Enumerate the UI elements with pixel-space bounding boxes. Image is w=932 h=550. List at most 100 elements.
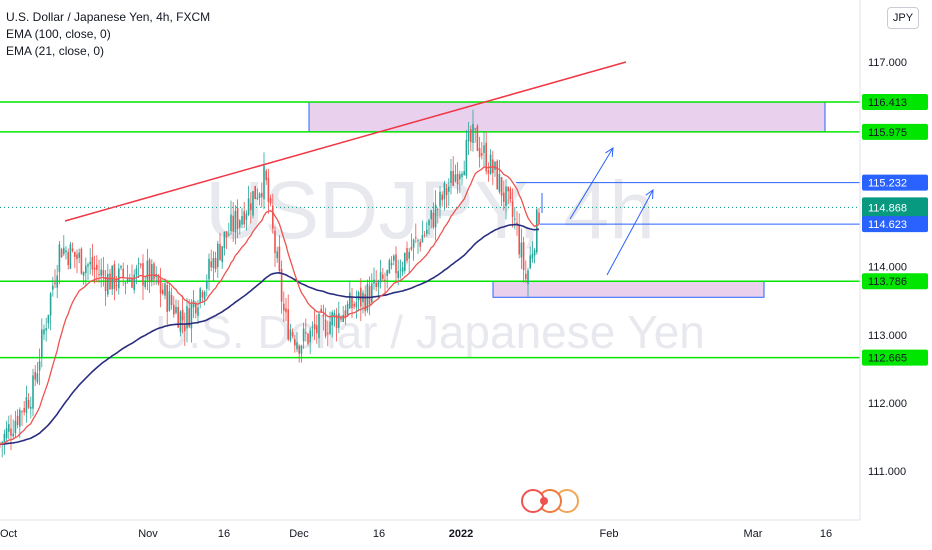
candle-body [406,248,408,261]
candle-body [296,342,298,350]
candle-body [56,275,58,288]
price-tick-label: 112.000 [868,398,907,410]
candle-body [327,332,329,335]
candle-body [349,292,351,309]
time-tick-label: Feb [600,528,619,540]
candle-body [126,278,129,283]
candle-body [536,209,538,253]
candle-body [232,215,234,232]
candle-body [151,264,153,282]
candle-body [305,332,307,334]
candle-body [38,361,41,371]
price-label-bg [862,216,928,233]
time-tick-label: Mar [744,528,763,540]
candle-body [21,411,23,413]
currency-button[interactable]: JPY [887,7,919,29]
watermark-name: U.S. Dollar / Japanese Yen [155,306,705,358]
candle-body [63,247,65,255]
candle-body [300,345,303,354]
candle-body [140,264,142,266]
price-tick-label: 117.000 [868,57,907,69]
candle-body [384,279,386,281]
candle-body [258,193,261,198]
candle-body [307,333,309,344]
candle-body [203,291,206,300]
candle-body [283,303,285,311]
candle-body [538,212,540,225]
candle-body [5,428,8,439]
candle-body [467,132,470,142]
candle-body [69,244,72,269]
legend-ema-21[interactable]: EMA (21, close, 0) [6,44,105,58]
candle-body [8,424,10,432]
time-tick-label: 2022 [449,528,473,540]
candle-body [177,307,179,328]
candle-body [320,308,322,313]
watermark: USDJPY, 4h U.S. Dollar / Japanese Yen [155,165,705,358]
candle-body [404,252,406,271]
candle-body [395,254,397,274]
candle-body [419,241,421,247]
legend-ema-100[interactable]: EMA (100, close, 0) [6,27,111,41]
candle-body [19,409,21,427]
candle-body [41,329,43,358]
candle-body [294,339,296,346]
candle-body [47,314,50,324]
candle-body [417,240,419,242]
candle-body [335,314,338,329]
candle-body [261,192,263,198]
candle-body [399,269,402,271]
candle-body [89,261,91,265]
price-label: 114.868 [868,202,907,214]
candle-body [470,129,472,143]
candle-body [377,281,380,287]
candle-body [3,433,6,443]
candle-body [437,209,439,211]
time-tick-label: 16 [218,528,230,540]
candle-body [456,173,459,185]
candle-body [520,242,523,258]
candle-body [522,242,525,271]
candle-body [82,271,85,276]
candle-body [170,294,173,306]
candle-body [159,279,162,294]
price-label: 114.623 [868,219,907,231]
candle-body [324,319,327,337]
candle-body [201,292,204,298]
candle-body [518,225,520,255]
candle-body [338,313,340,328]
candle-body [236,207,239,230]
candle-body [71,248,74,251]
projection-arrow [606,189,654,276]
candle-body [27,399,30,408]
candle-body [230,214,232,232]
price-label: 116.413 [868,97,907,109]
candle-body [252,191,254,216]
candle-body [368,286,371,305]
candle-body [423,234,426,236]
candle-body [74,251,76,257]
candle-body [120,266,122,268]
candle-body [32,375,34,409]
candle-body [357,292,360,301]
candle-body [507,186,509,192]
candle-body [445,187,448,196]
candle-body [430,210,432,220]
candle-body [527,270,529,285]
candle-body [129,279,131,282]
candle-body [313,323,316,330]
candle-body [364,294,366,312]
candle-body [12,433,14,437]
candle-body [93,267,96,270]
candle-body [179,311,182,332]
candle-body [166,284,168,312]
candle-body [263,165,265,200]
candle-body [340,317,342,320]
price-label: 115.975 [868,127,907,139]
candle-body [234,210,237,233]
legend-symbol[interactable]: U.S. Dollar / Japanese Yen, 4h, FXCM [6,10,211,24]
candle-body [401,267,404,273]
candle-body [43,329,45,335]
time-tick-label: Nov [138,528,158,540]
